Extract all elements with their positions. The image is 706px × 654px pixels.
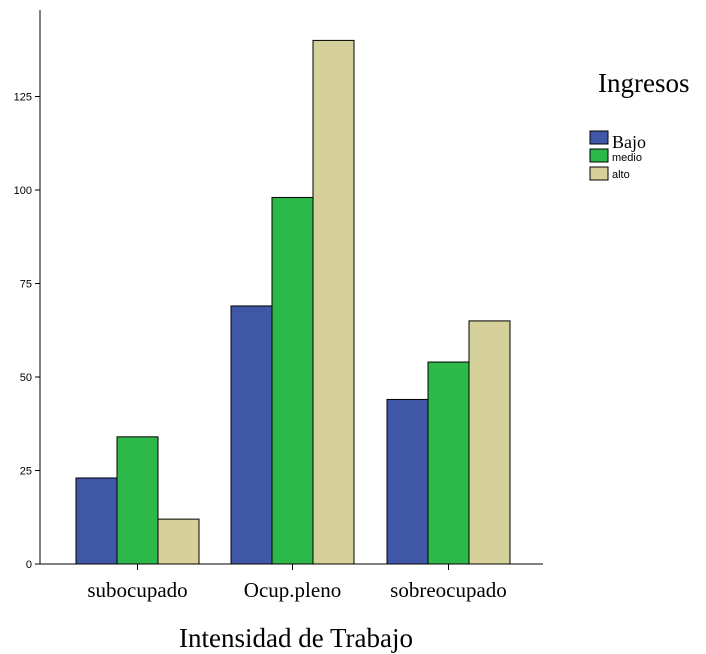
- y-tick-label: 50: [20, 372, 32, 384]
- legend-swatch-alto: [590, 167, 608, 180]
- legend-swatch-bajo: [590, 131, 608, 144]
- y-tick-label: 75: [20, 279, 32, 291]
- bar-bajo-3: [387, 399, 428, 564]
- bar-alto-3: [469, 321, 510, 564]
- y-tick-label: 25: [20, 466, 32, 478]
- bar-alto-2: [313, 40, 354, 564]
- bars: [76, 40, 510, 564]
- x-category-label: sobreocupado: [390, 578, 507, 602]
- x-category-label: Ocup.pleno: [244, 578, 341, 602]
- x-axis-title: Intensidad de Trabajo: [179, 623, 413, 653]
- legend-label-medio: medio: [612, 152, 642, 164]
- bar-bajo-2: [231, 306, 272, 564]
- y-tick-label: 0: [26, 559, 32, 571]
- legend-swatch-medio: [590, 149, 608, 162]
- bar-medio-2: [272, 197, 313, 564]
- bar-medio-1: [117, 437, 158, 564]
- x-category-label: subocupado: [87, 578, 187, 602]
- y-axis: 0 25 50 75 100 125: [14, 10, 40, 571]
- bar-medio-3: [428, 362, 469, 564]
- bar-alto-1: [158, 519, 199, 564]
- bar-bajo-1: [76, 478, 117, 564]
- legend-label-alto: alto: [612, 169, 630, 181]
- y-tick-label: 125: [14, 92, 32, 104]
- y-tick-label: 100: [14, 185, 32, 197]
- x-axis: subocupado Ocup.pleno sobreocupado: [40, 564, 543, 602]
- legend-title: Ingresos: [598, 68, 689, 98]
- legend-label-bajo: Bajo: [612, 132, 646, 152]
